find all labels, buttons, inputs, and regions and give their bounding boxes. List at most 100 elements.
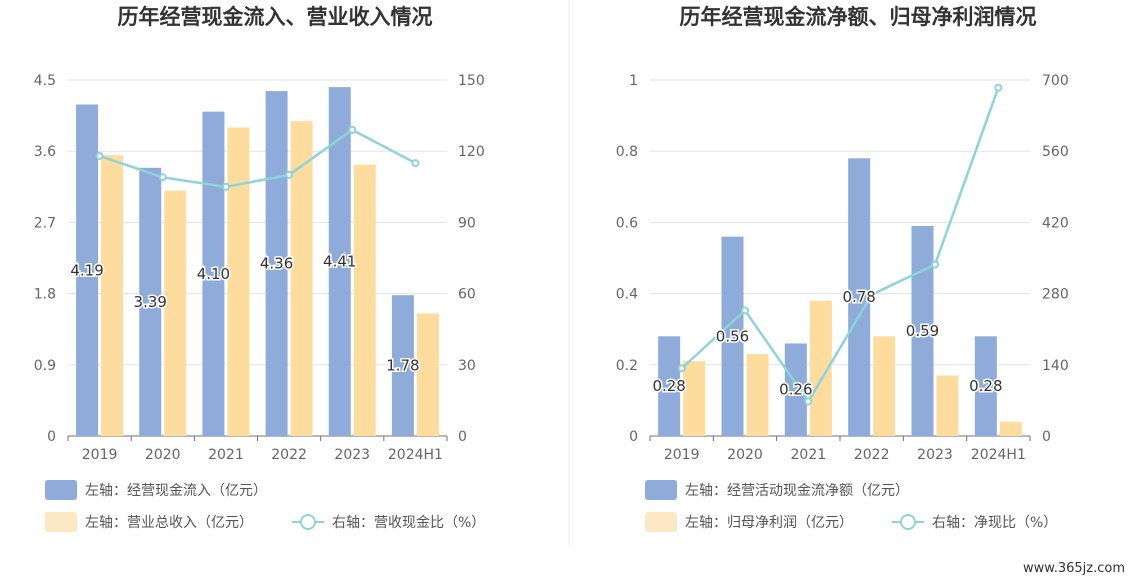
x-tick-label: 2022 xyxy=(271,447,307,463)
bar-value-label: 4.36 xyxy=(260,255,293,273)
bar-secondary xyxy=(164,190,187,436)
bar-value-label: 0.78 xyxy=(842,288,875,306)
x-tick-label: 2023 xyxy=(917,447,953,463)
watermark: www.365jz.com xyxy=(1023,561,1125,576)
bars xyxy=(76,87,439,437)
bar-value-label: 4.19 xyxy=(70,261,103,279)
bar-primary xyxy=(391,295,414,436)
legend-label: 右轴：净现比（%） xyxy=(932,515,1057,531)
legend-item-bar-a[interactable]: 左轴：经营活动现金流净额（亿元） xyxy=(645,480,909,500)
y-left-tick-label: 1.8 xyxy=(34,287,56,303)
y-left-tick-label: 0.2 xyxy=(616,358,638,374)
gridlines xyxy=(650,79,1030,366)
ratio-point xyxy=(867,290,876,299)
legend-label: 左轴：经营现金流入（亿元） xyxy=(85,483,267,499)
ratio-point xyxy=(677,364,686,373)
bar-primary xyxy=(658,336,681,436)
bar-primary xyxy=(202,111,225,437)
axes: 0 0 0.2 140 0.4 280 0.6 420 0.8 560 1 700 2019 2020 20… xyxy=(616,73,1069,463)
y-right-tick-label: 700 xyxy=(1042,73,1069,89)
axes: 0 0 0.9 30 1.8 60 2.7 90 3.6 120 4.5 150 2019 2020 202… xyxy=(34,73,485,463)
x-tick-label: 2021 xyxy=(791,447,827,463)
y-left-tick-label: 0 xyxy=(629,429,638,445)
bar-value-label: 0.28 xyxy=(969,377,1002,395)
legend-line-marker-icon xyxy=(900,514,916,530)
chart-cash-inflow-revenue: 历年经营现金流入、营业收入情况 0 0 0.9 30 1.8 60 2.7 90 3.6 120 4… xyxy=(34,5,485,532)
x-tick-label: 2024H1 xyxy=(388,447,443,463)
gridlines xyxy=(68,79,447,366)
y-left-tick-label: 0.9 xyxy=(34,358,56,374)
legend-label: 左轴：营业总收入（亿元） xyxy=(85,515,253,531)
legend-item-line[interactable]: 右轴：营收现金比（%） xyxy=(292,514,485,531)
bar-secondary xyxy=(683,361,706,436)
ratio-point xyxy=(994,83,1003,92)
x-tick-label: 2021 xyxy=(208,447,244,463)
y-right-tick-label: 150 xyxy=(458,73,485,89)
ratio-line-path xyxy=(680,87,1000,404)
chart-title: 历年经营现金流净额、归母净利润情况 xyxy=(680,5,1037,29)
legend-label: 右轴：营收现金比（%） xyxy=(332,515,485,531)
y-left-tick-label: 0.6 xyxy=(616,215,638,231)
bar-primary xyxy=(721,236,744,436)
bar-value-label: 0.26 xyxy=(779,381,812,399)
ratio-point xyxy=(348,125,357,134)
bar-value-label: 0.28 xyxy=(652,377,685,395)
y-left-tick-label: 4.5 xyxy=(34,73,56,89)
chart-title: 历年经营现金流入、营业收入情况 xyxy=(118,5,433,29)
x-tick-label: 2020 xyxy=(727,447,763,463)
legend-item-bar-b[interactable]: 左轴：归母净利润（亿元） xyxy=(645,512,853,532)
y-left-tick-label: 0 xyxy=(47,429,56,445)
legend-item-bar-b[interactable]: 左轴：营业总收入（亿元） xyxy=(45,512,253,532)
y-right-tick-label: 30 xyxy=(458,358,476,374)
ratio-point xyxy=(804,397,813,406)
bar-secondary xyxy=(999,421,1022,436)
ratio-point xyxy=(931,260,939,269)
legend-swatch-blue xyxy=(45,480,77,500)
bar-secondary xyxy=(746,354,769,436)
x-tick-label: 2024H1 xyxy=(971,447,1026,463)
bar-secondary xyxy=(416,313,439,436)
legend-line-marker-icon xyxy=(300,514,316,530)
bar-primary xyxy=(76,104,99,436)
x-tick-label: 2023 xyxy=(334,447,370,463)
bar-primary xyxy=(139,167,162,436)
legend-label: 左轴：经营活动现金流净额（亿元） xyxy=(685,483,909,499)
y-left-tick-label: 2.7 xyxy=(34,215,56,231)
y-right-tick-label: 120 xyxy=(458,144,485,160)
bar-value-label: 4.10 xyxy=(197,265,230,283)
bar-secondary xyxy=(809,300,832,436)
y-right-tick-label: 60 xyxy=(458,287,476,303)
bar-secondary xyxy=(101,155,124,436)
chart-net-cashflow-profit: 历年经营现金流净额、归母净利润情况 0 0 0.2 140 0.4 280 0.6 420 0.… xyxy=(616,5,1069,532)
bar-secondary xyxy=(873,336,896,436)
legend-item-line[interactable]: 右轴：净现比（%） xyxy=(892,514,1057,531)
bar-value-label: 0.56 xyxy=(716,327,749,345)
data-labels: 4.19 3.39 4.10 4.36 4.41 1.78 xyxy=(69,251,421,376)
legend-item-bar-a[interactable]: 左轴：经营现金流入（亿元） xyxy=(45,480,267,500)
bar-value-label: 0.59 xyxy=(906,322,939,340)
bar-secondary xyxy=(353,164,376,436)
bar-value-label: 1.78 xyxy=(386,357,419,375)
ratio-point xyxy=(741,306,749,315)
ratio-point xyxy=(158,173,167,182)
bar-primary xyxy=(848,158,871,436)
x-tick-label: 2022 xyxy=(854,447,890,463)
ratio-line xyxy=(95,125,420,191)
bar-primary xyxy=(328,87,351,437)
y-left-tick-label: 1 xyxy=(629,73,638,89)
x-tick-label: 2019 xyxy=(664,447,700,463)
x-tick-label: 2020 xyxy=(145,447,181,463)
ratio-point xyxy=(95,151,104,160)
y-right-tick-label: 0 xyxy=(458,429,467,445)
ratio-point xyxy=(285,170,294,179)
bar-value-label: 3.39 xyxy=(134,293,167,311)
bar-primary xyxy=(784,343,807,436)
legend-swatch-orange xyxy=(645,512,677,532)
bars xyxy=(658,158,1022,436)
legend-swatch-blue xyxy=(645,480,677,500)
y-right-tick-label: 280 xyxy=(1042,287,1069,303)
bar-secondary xyxy=(936,375,959,436)
y-right-tick-label: 0 xyxy=(1042,429,1051,445)
y-right-tick-label: 560 xyxy=(1042,144,1069,160)
x-tick-label: 2019 xyxy=(82,447,118,463)
